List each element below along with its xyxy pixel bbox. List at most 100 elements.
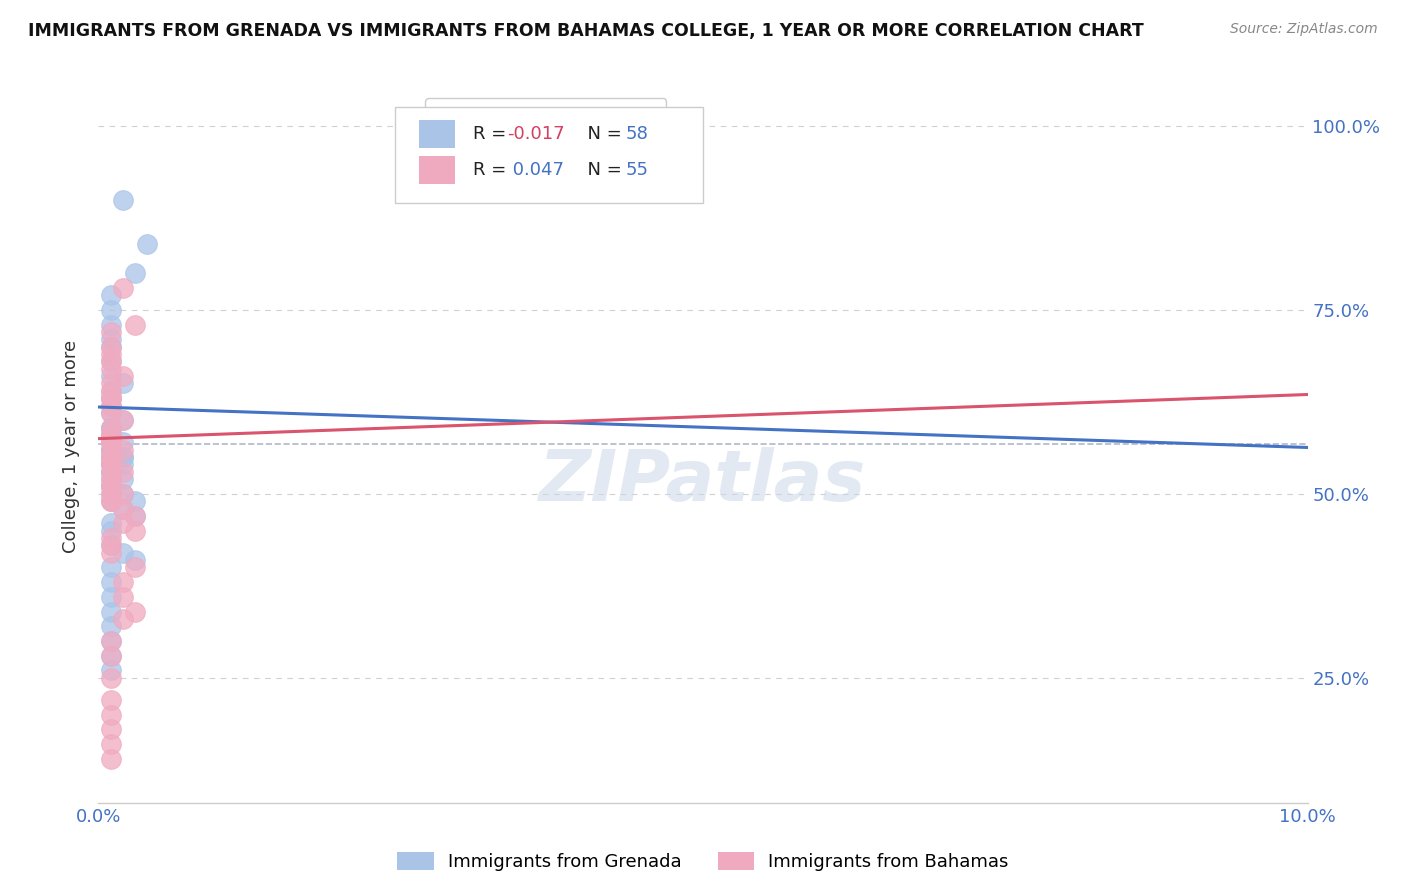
Point <box>111 450 134 464</box>
Point <box>100 458 122 472</box>
Text: IMMIGRANTS FROM GRENADA VS IMMIGRANTS FROM BAHAMAS COLLEGE, 1 YEAR OR MORE CORRE: IMMIGRANTS FROM GRENADA VS IMMIGRANTS FR… <box>28 22 1144 40</box>
Point <box>100 420 122 434</box>
Point <box>100 575 122 590</box>
Point <box>111 450 134 464</box>
Point <box>111 442 134 457</box>
Point <box>100 399 122 413</box>
Point <box>111 413 134 427</box>
Point <box>111 435 134 450</box>
Point <box>100 590 122 604</box>
Point <box>100 458 122 472</box>
Point <box>100 369 122 384</box>
Point <box>100 435 122 450</box>
Point <box>100 399 122 413</box>
Point <box>100 531 122 545</box>
Point <box>111 376 134 391</box>
Point <box>100 494 122 508</box>
Text: R =: R = <box>474 161 512 178</box>
Point <box>100 737 122 751</box>
FancyBboxPatch shape <box>395 107 703 203</box>
Point <box>111 487 134 501</box>
Point <box>100 634 122 648</box>
Point <box>100 354 122 368</box>
Point <box>100 472 122 486</box>
Point <box>100 428 122 442</box>
Text: ZIPatlas: ZIPatlas <box>540 447 866 516</box>
Legend: R = −0.017  N = 58, R =  0.047  N = 55: R = −0.017 N = 58, R = 0.047 N = 55 <box>425 98 666 169</box>
Legend: Immigrants from Grenada, Immigrants from Bahamas: Immigrants from Grenada, Immigrants from… <box>391 845 1015 879</box>
Point <box>100 671 122 685</box>
Point <box>100 465 122 479</box>
Point <box>100 494 122 508</box>
Point <box>100 340 122 354</box>
Text: Source: ZipAtlas.com: Source: ZipAtlas.com <box>1230 22 1378 37</box>
Point <box>100 442 122 457</box>
Point <box>111 501 134 516</box>
Point <box>111 465 134 479</box>
Point <box>100 384 122 398</box>
Point <box>100 428 122 442</box>
Point <box>100 442 122 457</box>
Point <box>100 384 122 398</box>
FancyBboxPatch shape <box>419 120 456 148</box>
Point <box>100 648 122 663</box>
Point <box>100 420 122 434</box>
Point <box>100 435 122 450</box>
Point <box>100 450 122 464</box>
Point <box>100 707 122 722</box>
Point <box>100 538 122 552</box>
Point <box>100 494 122 508</box>
Point <box>135 236 157 251</box>
Point <box>100 472 122 486</box>
Point <box>111 612 134 626</box>
Point <box>100 487 122 501</box>
Point <box>100 406 122 420</box>
Point <box>100 354 122 368</box>
FancyBboxPatch shape <box>419 155 456 184</box>
Point <box>100 465 122 479</box>
Point <box>100 648 122 663</box>
Point <box>111 516 134 531</box>
Point <box>111 546 134 560</box>
Point <box>100 560 122 574</box>
Point <box>111 458 134 472</box>
Point <box>100 516 122 531</box>
Text: -0.017: -0.017 <box>508 125 565 143</box>
Point <box>100 619 122 633</box>
Point <box>111 487 134 501</box>
Point <box>100 524 122 538</box>
Point <box>100 546 122 560</box>
Point <box>100 428 122 442</box>
Point <box>124 560 146 574</box>
Point <box>100 479 122 493</box>
Point <box>100 391 122 405</box>
Point <box>100 634 122 648</box>
Text: N =: N = <box>576 161 627 178</box>
Point <box>100 479 122 493</box>
Point <box>100 376 122 391</box>
Point <box>124 524 146 538</box>
Point <box>100 420 122 434</box>
Text: 55: 55 <box>626 161 648 178</box>
Text: R =: R = <box>474 125 512 143</box>
Point <box>100 458 122 472</box>
Point <box>100 479 122 493</box>
Point <box>100 340 122 354</box>
Y-axis label: College, 1 year or more: College, 1 year or more <box>62 340 80 552</box>
Point <box>100 442 122 457</box>
Point <box>100 428 122 442</box>
Point <box>100 664 122 678</box>
Point <box>111 472 134 486</box>
Point <box>124 605 146 619</box>
Point <box>100 391 122 405</box>
Point <box>124 508 146 523</box>
Point <box>100 450 122 464</box>
Point <box>100 458 122 472</box>
Point <box>111 590 134 604</box>
Point <box>111 413 134 427</box>
Point <box>100 450 122 464</box>
Text: 0.047: 0.047 <box>508 161 564 178</box>
Point <box>124 318 146 332</box>
Point <box>111 501 134 516</box>
Point <box>111 575 134 590</box>
